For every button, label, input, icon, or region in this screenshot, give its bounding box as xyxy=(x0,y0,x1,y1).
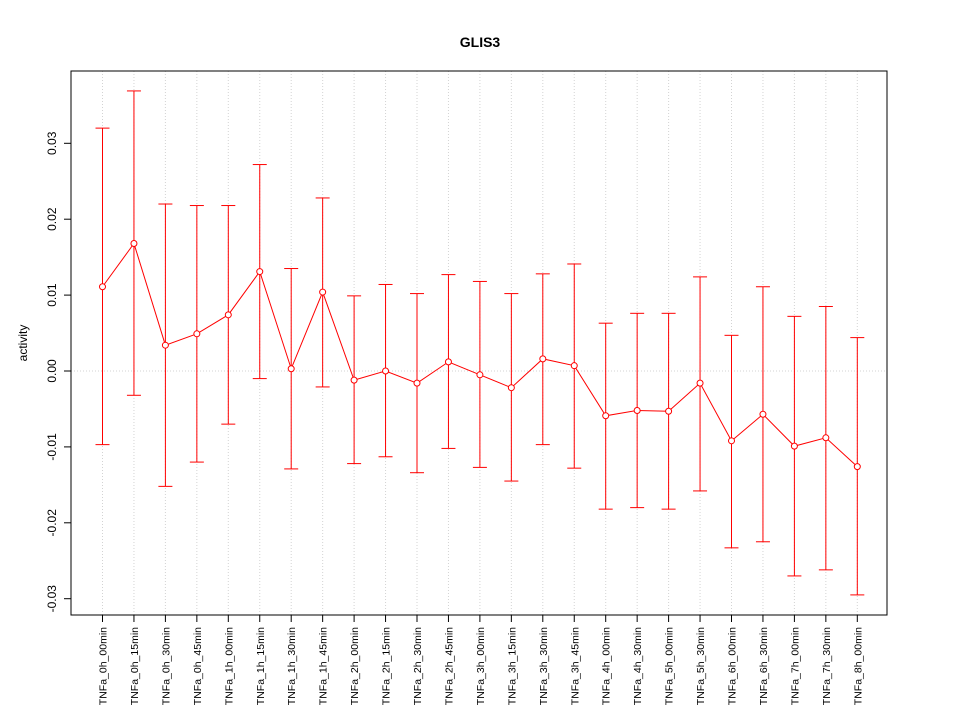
data-point xyxy=(256,268,264,276)
y-tick-label: -0.03 xyxy=(45,585,59,613)
x-tick-label: TNFa_1h_30min xyxy=(286,627,298,705)
data-point xyxy=(759,410,767,418)
y-axis-label: activity xyxy=(16,325,30,362)
data-point xyxy=(382,367,390,375)
data-point xyxy=(161,341,169,349)
x-tick-label: TNFa_2h_15min xyxy=(381,627,393,705)
data-point xyxy=(224,311,232,319)
y-tick-label: 0.01 xyxy=(45,283,59,307)
y-axis: -0.03 -0.02 -0.01 0.00 0.01 0.02 0.03 xyxy=(45,131,71,612)
x-tick-label: TNFa_6h_00min xyxy=(727,627,739,705)
data-point xyxy=(319,288,327,296)
x-tick-label: TNFa_3h_00min xyxy=(475,627,487,705)
data-point xyxy=(822,434,830,442)
data-point xyxy=(539,355,547,363)
data-point xyxy=(853,463,861,471)
x-axis: TNFa_0h_00min TNFa_0h_15min TNFa_0h_30min T… xyxy=(98,615,864,705)
x-tick-label: TNFa_3h_30min xyxy=(538,627,550,705)
x-tick-label: TNFa_8h_00min xyxy=(852,627,864,705)
data-point xyxy=(696,379,704,387)
x-tick-label: TNFa_1h_00min xyxy=(223,627,235,705)
x-tick-label: TNFa_7h_30min xyxy=(821,627,833,705)
data-point xyxy=(602,412,610,420)
data-point xyxy=(507,384,515,392)
x-tick-label: TNFa_7h_00min xyxy=(789,627,801,705)
x-tick-label: TNFa_4h_00min xyxy=(601,627,613,705)
data-point xyxy=(287,365,295,373)
data-point xyxy=(99,283,106,291)
x-tick-label: TNFa_0h_00min xyxy=(98,627,110,705)
x-tick-label: TNFa_3h_45min xyxy=(569,627,581,705)
x-tick-label: TNFa_6h_30min xyxy=(758,627,770,705)
data-point xyxy=(444,358,452,366)
plot-frame xyxy=(70,70,888,616)
y-tick-label: -0.02 xyxy=(45,509,59,537)
x-tick-label: TNFa_1h_15min xyxy=(255,627,267,705)
x-tick-label: TNFa_5h_00min xyxy=(664,627,676,705)
x-tick-label: TNFa_0h_15min xyxy=(129,627,141,705)
chart-title: GLIS3 xyxy=(460,34,501,50)
y-tick-label: 0.00 xyxy=(45,359,59,383)
x-tick-label: TNFa_3h_15min xyxy=(506,627,518,705)
data-point xyxy=(570,362,578,370)
y-tick-label: 0.02 xyxy=(45,207,59,231)
series xyxy=(99,239,861,471)
x-tick-label: TNFa_4h_30min xyxy=(632,627,644,705)
data-point xyxy=(130,239,138,247)
x-tick-label: TNFa_0h_30min xyxy=(160,627,172,705)
grid xyxy=(71,71,887,615)
y-tick-label: 0.03 xyxy=(45,131,59,155)
data-point xyxy=(350,376,358,384)
error-bars xyxy=(95,90,865,596)
data-point xyxy=(728,437,735,445)
data-point xyxy=(665,407,673,415)
data-point xyxy=(790,442,798,450)
x-tick-label: TNFa_0h_45min xyxy=(192,627,204,705)
data-point xyxy=(193,330,201,338)
x-tick-label: TNFa_5h_30min xyxy=(695,627,707,705)
x-tick-label: TNFa_1h_45min xyxy=(318,627,330,705)
data-point xyxy=(633,406,641,414)
data-point xyxy=(413,379,421,387)
data-point xyxy=(476,371,484,379)
x-tick-label: TNFa_2h_45min xyxy=(443,627,455,705)
y-tick-label: -0.01 xyxy=(45,433,59,461)
x-tick-label: TNFa_2h_00min xyxy=(349,627,361,705)
x-tick-label: TNFa_2h_30min xyxy=(412,627,424,705)
